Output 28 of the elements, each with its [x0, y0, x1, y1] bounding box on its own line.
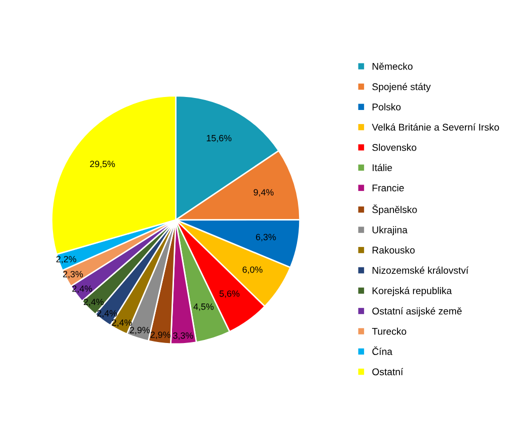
legend-label: Itálie	[372, 164, 392, 172]
legend-label: Nizozemské království	[372, 266, 469, 274]
data-label: 2,4%	[97, 310, 117, 318]
data-label: 2,9%	[150, 332, 170, 340]
data-label: 4,5%	[193, 304, 214, 311]
legend-label: Ukrajina	[372, 226, 408, 236]
data-label: 2,9%	[130, 326, 150, 334]
data-label: 6,0%	[242, 266, 262, 274]
legend-label: Slovensko	[372, 144, 416, 151]
legend-label: Španělsko	[372, 204, 417, 216]
data-label: 15,6%	[206, 134, 232, 142]
data-label: 3,3%	[173, 332, 194, 340]
legend-label: Rakousko	[372, 246, 415, 254]
legend-label: Spojené státy	[372, 82, 431, 92]
legend-label: Ostatní	[372, 368, 404, 376]
legend-label: Polsko	[372, 103, 401, 110]
legend-label: Francie	[372, 184, 404, 192]
legend-label: Turecko	[372, 328, 406, 335]
legend-label: Ostatní asijské země	[372, 307, 462, 316]
legend-label: Korejská republika	[372, 286, 452, 296]
data-label: 9,4%	[254, 189, 274, 197]
data-label: 2,4%	[84, 298, 104, 306]
legend-label: Německo	[372, 62, 413, 70]
data-label: 6,3%	[256, 234, 276, 242]
data-label: 29,5%	[90, 160, 115, 168]
legend-label: Velká Británie a Severní Irsko	[372, 123, 499, 131]
legend-label: Čína	[372, 346, 392, 356]
data-label: 5,6%	[220, 290, 240, 298]
